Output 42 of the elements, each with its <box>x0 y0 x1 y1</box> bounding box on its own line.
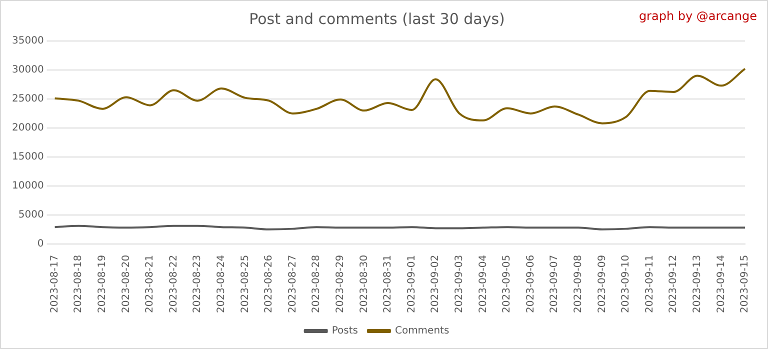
x-tick-label: 2023-08-21 <box>144 254 156 314</box>
x-tick-label: 2023-09-12 <box>668 254 680 314</box>
y-tick-label: 10000 <box>12 180 44 192</box>
x-tick-label: 2023-08-28 <box>311 254 322 314</box>
y-tick-label: 35000 <box>12 36 44 47</box>
x-tick-label: 2023-09-02 <box>430 254 442 314</box>
y-tick-label: 30000 <box>12 64 44 76</box>
x-tick-label: 2023-08-23 <box>192 254 204 314</box>
x-tick-label: 2023-08-26 <box>264 254 275 314</box>
x-tick-label: 2023-08-29 <box>335 254 346 314</box>
x-tick-label: 2023-09-06 <box>525 254 536 314</box>
x-tick-label: 2023-08-24 <box>216 254 227 314</box>
x-tick-label: 2023-08-27 <box>287 254 298 314</box>
x-tick-label: 2023-09-10 <box>620 254 632 314</box>
x-tick-label: 2023-09-05 <box>502 254 513 314</box>
x-tick-label: 2023-09-11 <box>644 254 656 314</box>
x-tick-label: 2023-09-07 <box>549 254 560 314</box>
x-tick-label: 2023-09-15 <box>740 254 751 314</box>
legend-label: Comments <box>394 326 450 337</box>
x-tick-label: 2023-08-20 <box>120 254 132 314</box>
y-tick-label: 0 <box>37 238 44 250</box>
x-tick-label: 2023-09-08 <box>572 254 584 314</box>
y-tick-label: 5000 <box>18 209 44 220</box>
x-tick-label: 2023-09-01 <box>406 254 418 314</box>
x-tick-label: 2023-08-31 <box>382 254 394 314</box>
x-tick-label: 2023-08-19 <box>97 254 108 314</box>
x-tick-label: 2023-08-25 <box>240 254 251 314</box>
x-tick-label: 2023-08-18 <box>73 254 84 314</box>
x-tick-label: 2023-08-22 <box>168 254 180 314</box>
x-tick-label: 2023-09-09 <box>596 254 608 314</box>
text: graph by @arcange <box>638 9 757 23</box>
legend-label: Posts <box>332 326 358 337</box>
y-tick-label: 15000 <box>12 152 44 163</box>
x-tick-label: 2023-09-13 <box>692 254 703 314</box>
x-tick-label: 2023-09-14 <box>716 254 727 314</box>
chart-title: Post and comments (last 30 days) <box>249 10 505 28</box>
x-tick-label: 2023-08-30 <box>358 254 370 314</box>
x-tick-label: 2023-09-03 <box>454 254 465 314</box>
x-tick-label: 2023-08-17 <box>49 254 60 314</box>
y-tick-label: 25000 <box>12 94 44 105</box>
x-tick-label: 2023-09-04 <box>478 254 489 314</box>
y-tick-label: 20000 <box>12 122 44 134</box>
